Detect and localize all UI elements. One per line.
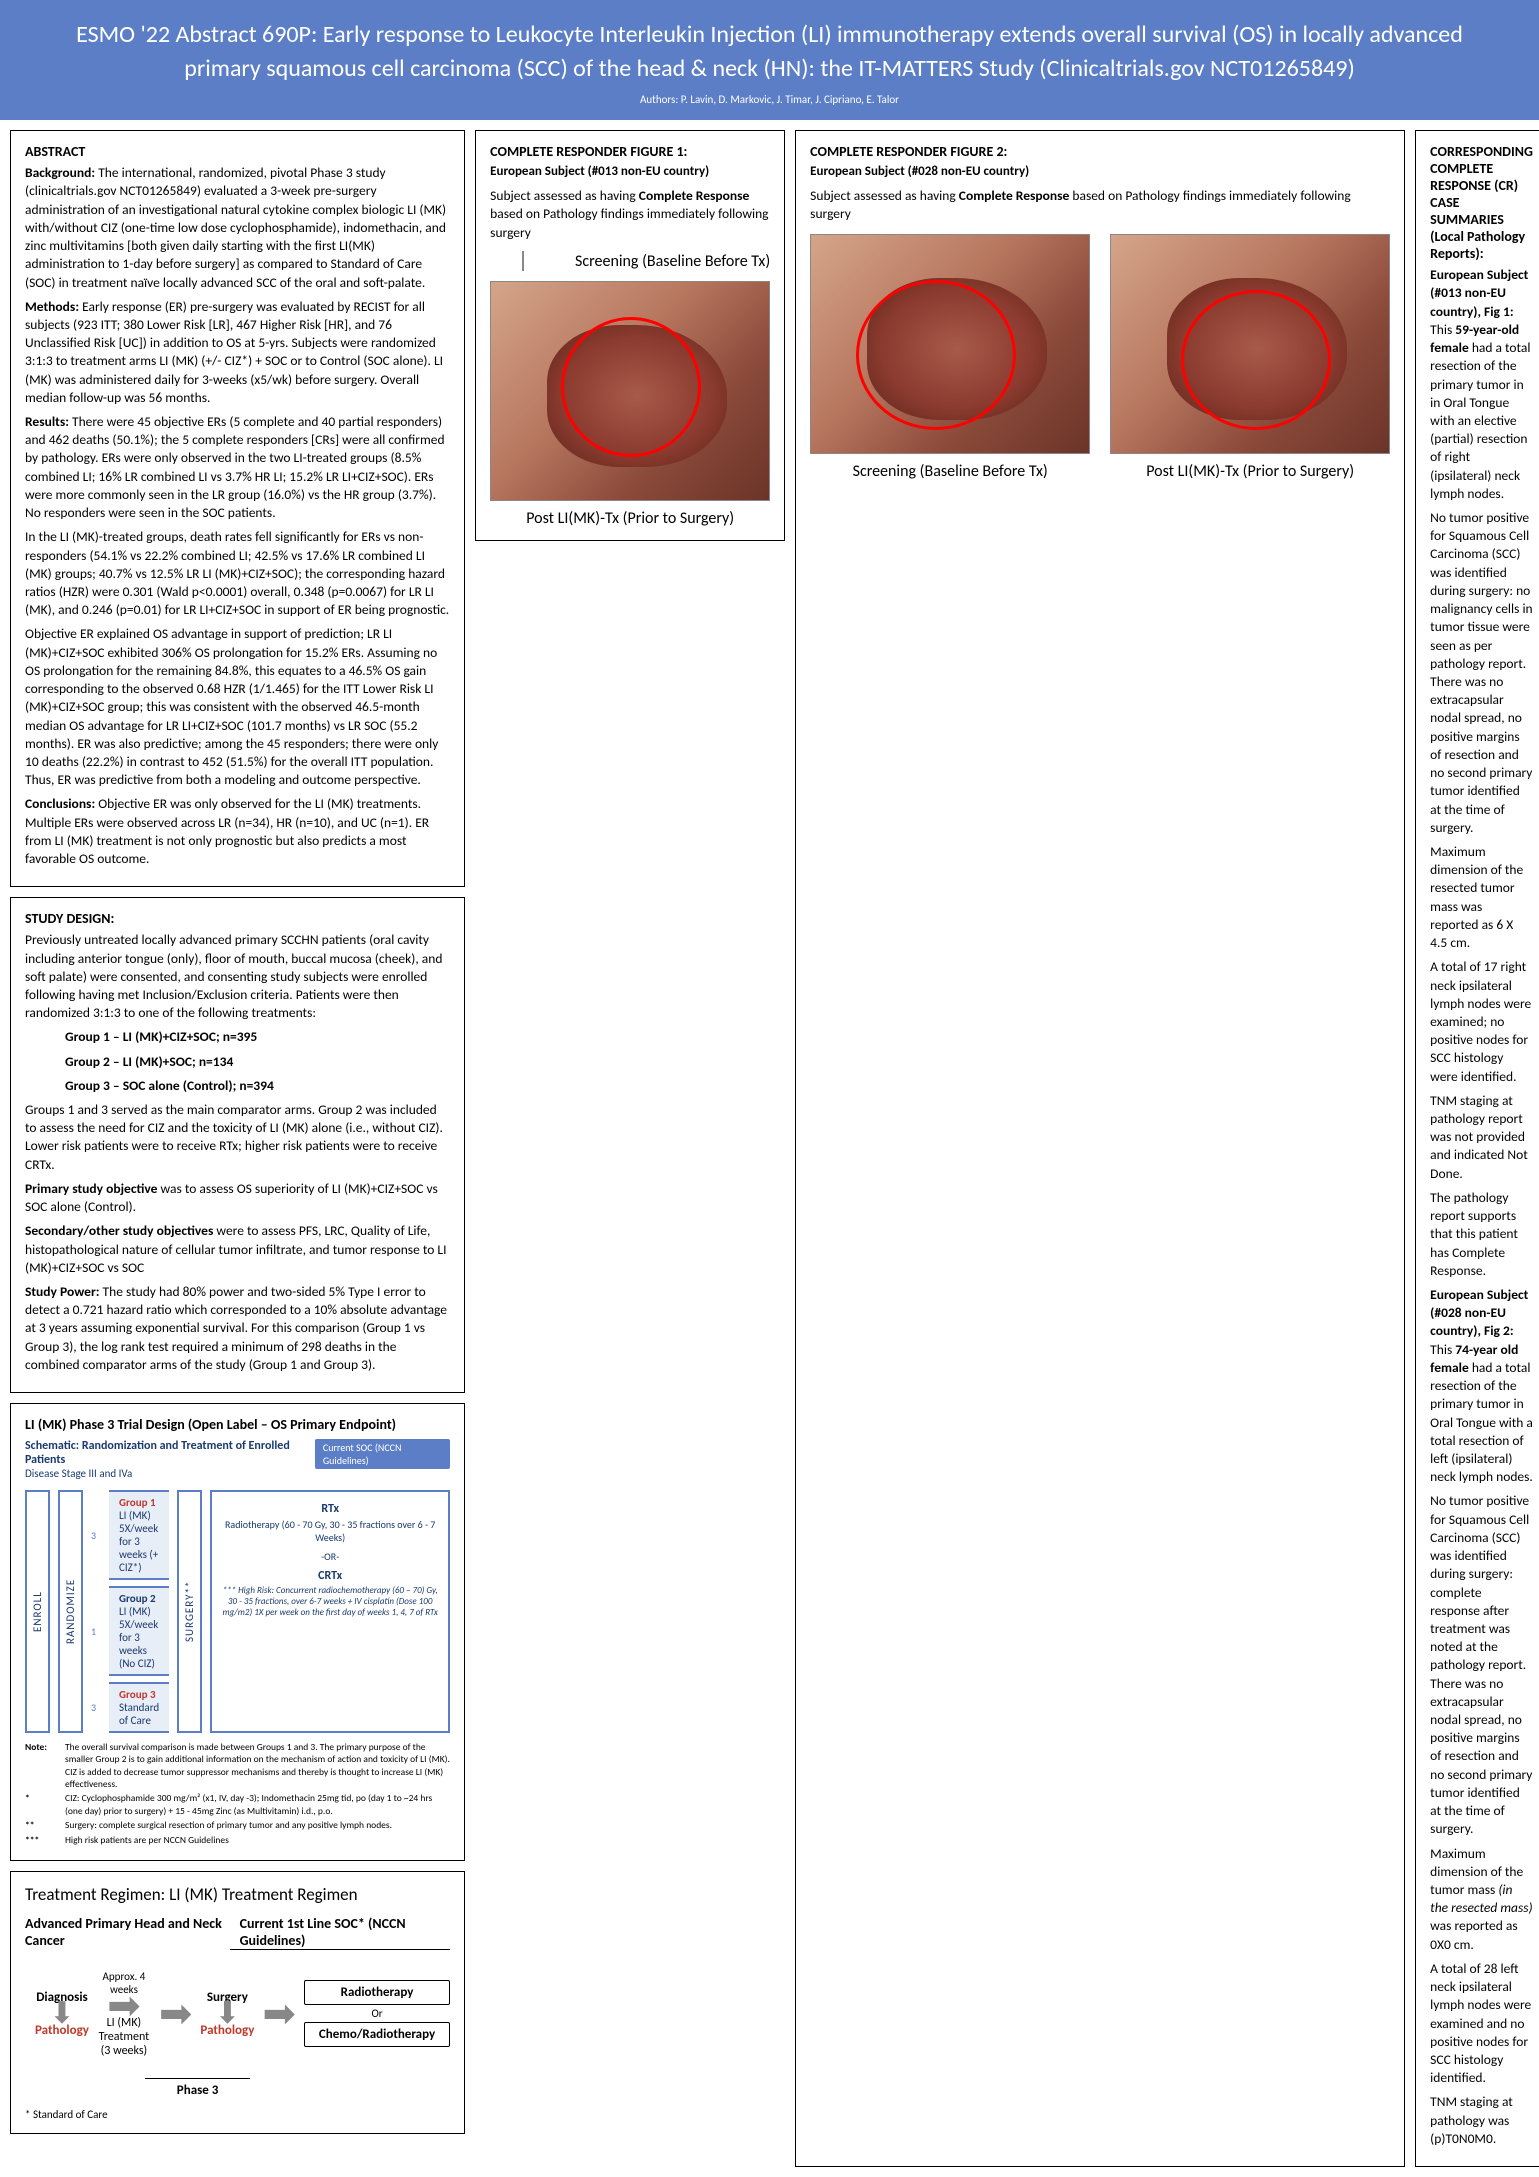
fig2-photo-before [810,234,1090,454]
study-design-panel: STUDY DESIGN: Previously untreated local… [10,897,465,1393]
figure1-panel: COMPLETE RESPONDER FIGURE 1: European Su… [475,130,785,541]
methods-text: Early response (ER) pre-surgery was eval… [25,298,443,406]
fig1-sub: European Subject (#013 non-EU country) [490,164,770,179]
s1-p2: No tumor positive for Squamous Cell Carc… [1430,509,1533,837]
or-label: -OR- [220,1550,440,1563]
cr-summary-heading: CORRESPONDING COMPLETE RESPONSE (CR) CAS… [1430,143,1533,262]
cr-summary-panel: CORRESPONDING COMPLETE RESPONSE (CR) CAS… [1415,130,1539,2167]
bg-text: The international, randomized, pivotal P… [25,164,446,290]
sd-p5-label: Study Power: [25,1283,99,1300]
fig2-sub: European Subject (#028 non-EU country) [810,164,1390,179]
s2-p2: No tumor positive for Squamous Cell Carc… [1430,1492,1533,1838]
fig2-right-label: Post LI(MK)-Tx (Prior to Surgery) [1110,462,1390,481]
methods-label: Methods: [25,298,79,315]
fig1-right-label: Post LI(MK)-Tx (Prior to Surgery) [490,509,770,528]
fig1-title: COMPLETE RESPONDER FIGURE 1: [490,143,687,160]
s1-label: European Subject (#013 non-EU country), … [1430,266,1528,319]
right-column: COMPLETE RESPONDER FIGURE 1: European Su… [475,130,785,2167]
chemo-box: Chemo/Radiotherapy [304,2022,450,2047]
fn3: High risk patients are per NCCN Guidelin… [65,1834,229,1846]
figure2-panel: COMPLETE RESPONDER FIGURE 2: European Su… [795,130,1405,2167]
sd-p4-label: Secondary/other study objectives [25,1222,213,1239]
li-tx-node: LI (MK) Treatment (3 weeks) [97,2016,151,2058]
randomize-box: RANDOMIZE [58,1490,83,1733]
results-label: Results: [25,413,69,430]
poster-header: ESMO '22 Abstract 690P: Early response t… [0,0,1539,120]
arm2-desc: LI (MK) 5X/week for 3 weeks (No CIZ) [119,1605,158,1670]
arm3-name: Group 3 [119,1688,156,1701]
abstract-heading: ABSTRACT [25,143,450,160]
fn2: Surgery: complete surgical resection of … [65,1819,392,1831]
results2-text: In the LI (MK)-treated groups, death rat… [25,528,450,619]
fig1-left-label: Screening (Baseline Before Tx) [575,252,770,271]
fig1-desc-b: Complete Response [639,187,750,204]
bg-label: Background: [25,164,95,181]
s1-p5: TNM staging at pathology report was not … [1430,1092,1533,1183]
study-design-heading: STUDY DESIGN: [25,910,450,927]
arm3-desc: Standard of Care [119,1701,159,1727]
crtx-desc: *** High Risk: Concurrent radiochemother… [220,1585,440,1618]
abstract-panel: ABSTRACT Background: The international, … [10,130,465,887]
soc-detail-box: RTx Radiotherapy (60 - 70 Gy, 30 - 35 fr… [210,1490,450,1733]
soc-badge: Current SOC (NCCN Guidelines) [315,1439,450,1469]
arm1-desc: LI (MK) 5X/week for 3 weeks (+ CIZ*) [119,1509,158,1574]
crtx-label: CRTx [220,1569,440,1583]
fig1-desc-post: based on Pathology findings immediately … [490,205,768,240]
results3-text: Objective ER explained OS advantage in s… [25,625,450,789]
arm1-name: Group 1 [119,1496,156,1509]
soc-1st-line: Current 1st Line SOC* (NCCN Guidelines) [230,1915,451,1950]
s2-p3-post: was reported as 0X0 cm. [1430,1917,1517,1952]
s1-p3: Maximum dimension of the resected tumor … [1430,843,1533,952]
or-text: Or [304,2007,450,2020]
surgery-box: SURGERY** [177,1490,202,1733]
rtx-label: RTx [220,1502,440,1516]
adv-label: Advanced Primary Head and Neck Cancer [25,1915,230,1950]
fig1-photo-after [490,281,770,501]
s2-label: European Subject (#028 non-EU country), … [1430,1286,1528,1339]
s2-intro: This 74-year old female had a total rese… [1430,1341,1533,1486]
poster-title: ESMO '22 Abstract 690P: Early response t… [40,18,1499,85]
schem-title: Schematic: Randomization and Treatment o… [25,1439,315,1467]
regimen-heading: Treatment Regimen: LI (MK) Treatment Reg… [25,1884,450,1905]
fn1: CIZ: Cyclophosphamide 300 mg/m² (x1, IV,… [65,1792,450,1817]
s1-p4: A total of 17 right neck ipsilateral lym… [1430,958,1533,1086]
fig2-desc-b: Complete Response [959,187,1070,204]
soc-footnote: * Standard of Care [25,2108,450,2121]
concl-label: Conclusions: [25,795,95,812]
enroll-box: ENROLL [25,1490,50,1733]
schem-sub: Disease Stage III and IVa [25,1467,315,1480]
regimen-panel: Treatment Regimen: LI (MK) Treatment Reg… [10,1871,465,2134]
sd-p2: Groups 1 and 3 served as the main compar… [25,1101,450,1174]
results1-text: There were 45 objective ERs (5 complete … [25,413,445,521]
phase3-label: Phase 3 [145,2078,250,2098]
fig1-desc-pre: Subject assessed as having [490,187,639,204]
left-column: ABSTRACT Background: The international, … [10,130,465,2167]
sd-g1: Group 1 – LI (MK)+CIZ+SOC; n=395 [65,1028,257,1045]
rtx-desc: Radiotherapy (60 - 70 Gy, 30 - 35 fracti… [225,1518,435,1544]
path1: Pathology [35,2023,89,2038]
fig2-left-label: Screening (Baseline Before Tx) [810,462,1090,481]
sd-p1: Previously untreated locally advanced pr… [25,931,450,1022]
fig2-photo-after [1110,234,1390,454]
fig1-photo-before [522,251,524,271]
sd-p3-label: Primary study objective [25,1180,157,1197]
s2-p5: TNM staging at pathology was (p)T0N0M0. [1430,2093,1533,2148]
s1-p6: The pathology report supports that this … [1430,1189,1533,1280]
trial-design-heading: LI (MK) Phase 3 Trial Design (Open Label… [25,1416,450,1433]
trial-design-panel: LI (MK) Phase 3 Trial Design (Open Label… [10,1403,465,1861]
sd-g2: Group 2 – LI (MK)+SOC; n=134 [65,1053,233,1070]
sd-g3: Group 3 – SOC alone (Control); n=394 [65,1077,274,1094]
s2-p4: A total of 28 left neck ipsilateral lymp… [1430,1960,1533,2088]
path2: Pathology [200,2023,254,2038]
fig2-title: COMPLETE RESPONDER FIGURE 2: [810,143,1007,160]
radio-box: Radiotherapy [304,1980,450,2005]
note-tag: Note: [25,1741,55,1790]
poster-authors: Authors: P. Lavin, D. Markovic, J. Timar… [40,93,1499,106]
s1-intro: This 59-year-old female had a total rese… [1430,321,1530,502]
fig2-desc-pre: Subject assessed as having [810,187,959,204]
note-text: The overall survival comparison is made … [65,1741,450,1790]
arm2-name: Group 2 [119,1592,156,1605]
